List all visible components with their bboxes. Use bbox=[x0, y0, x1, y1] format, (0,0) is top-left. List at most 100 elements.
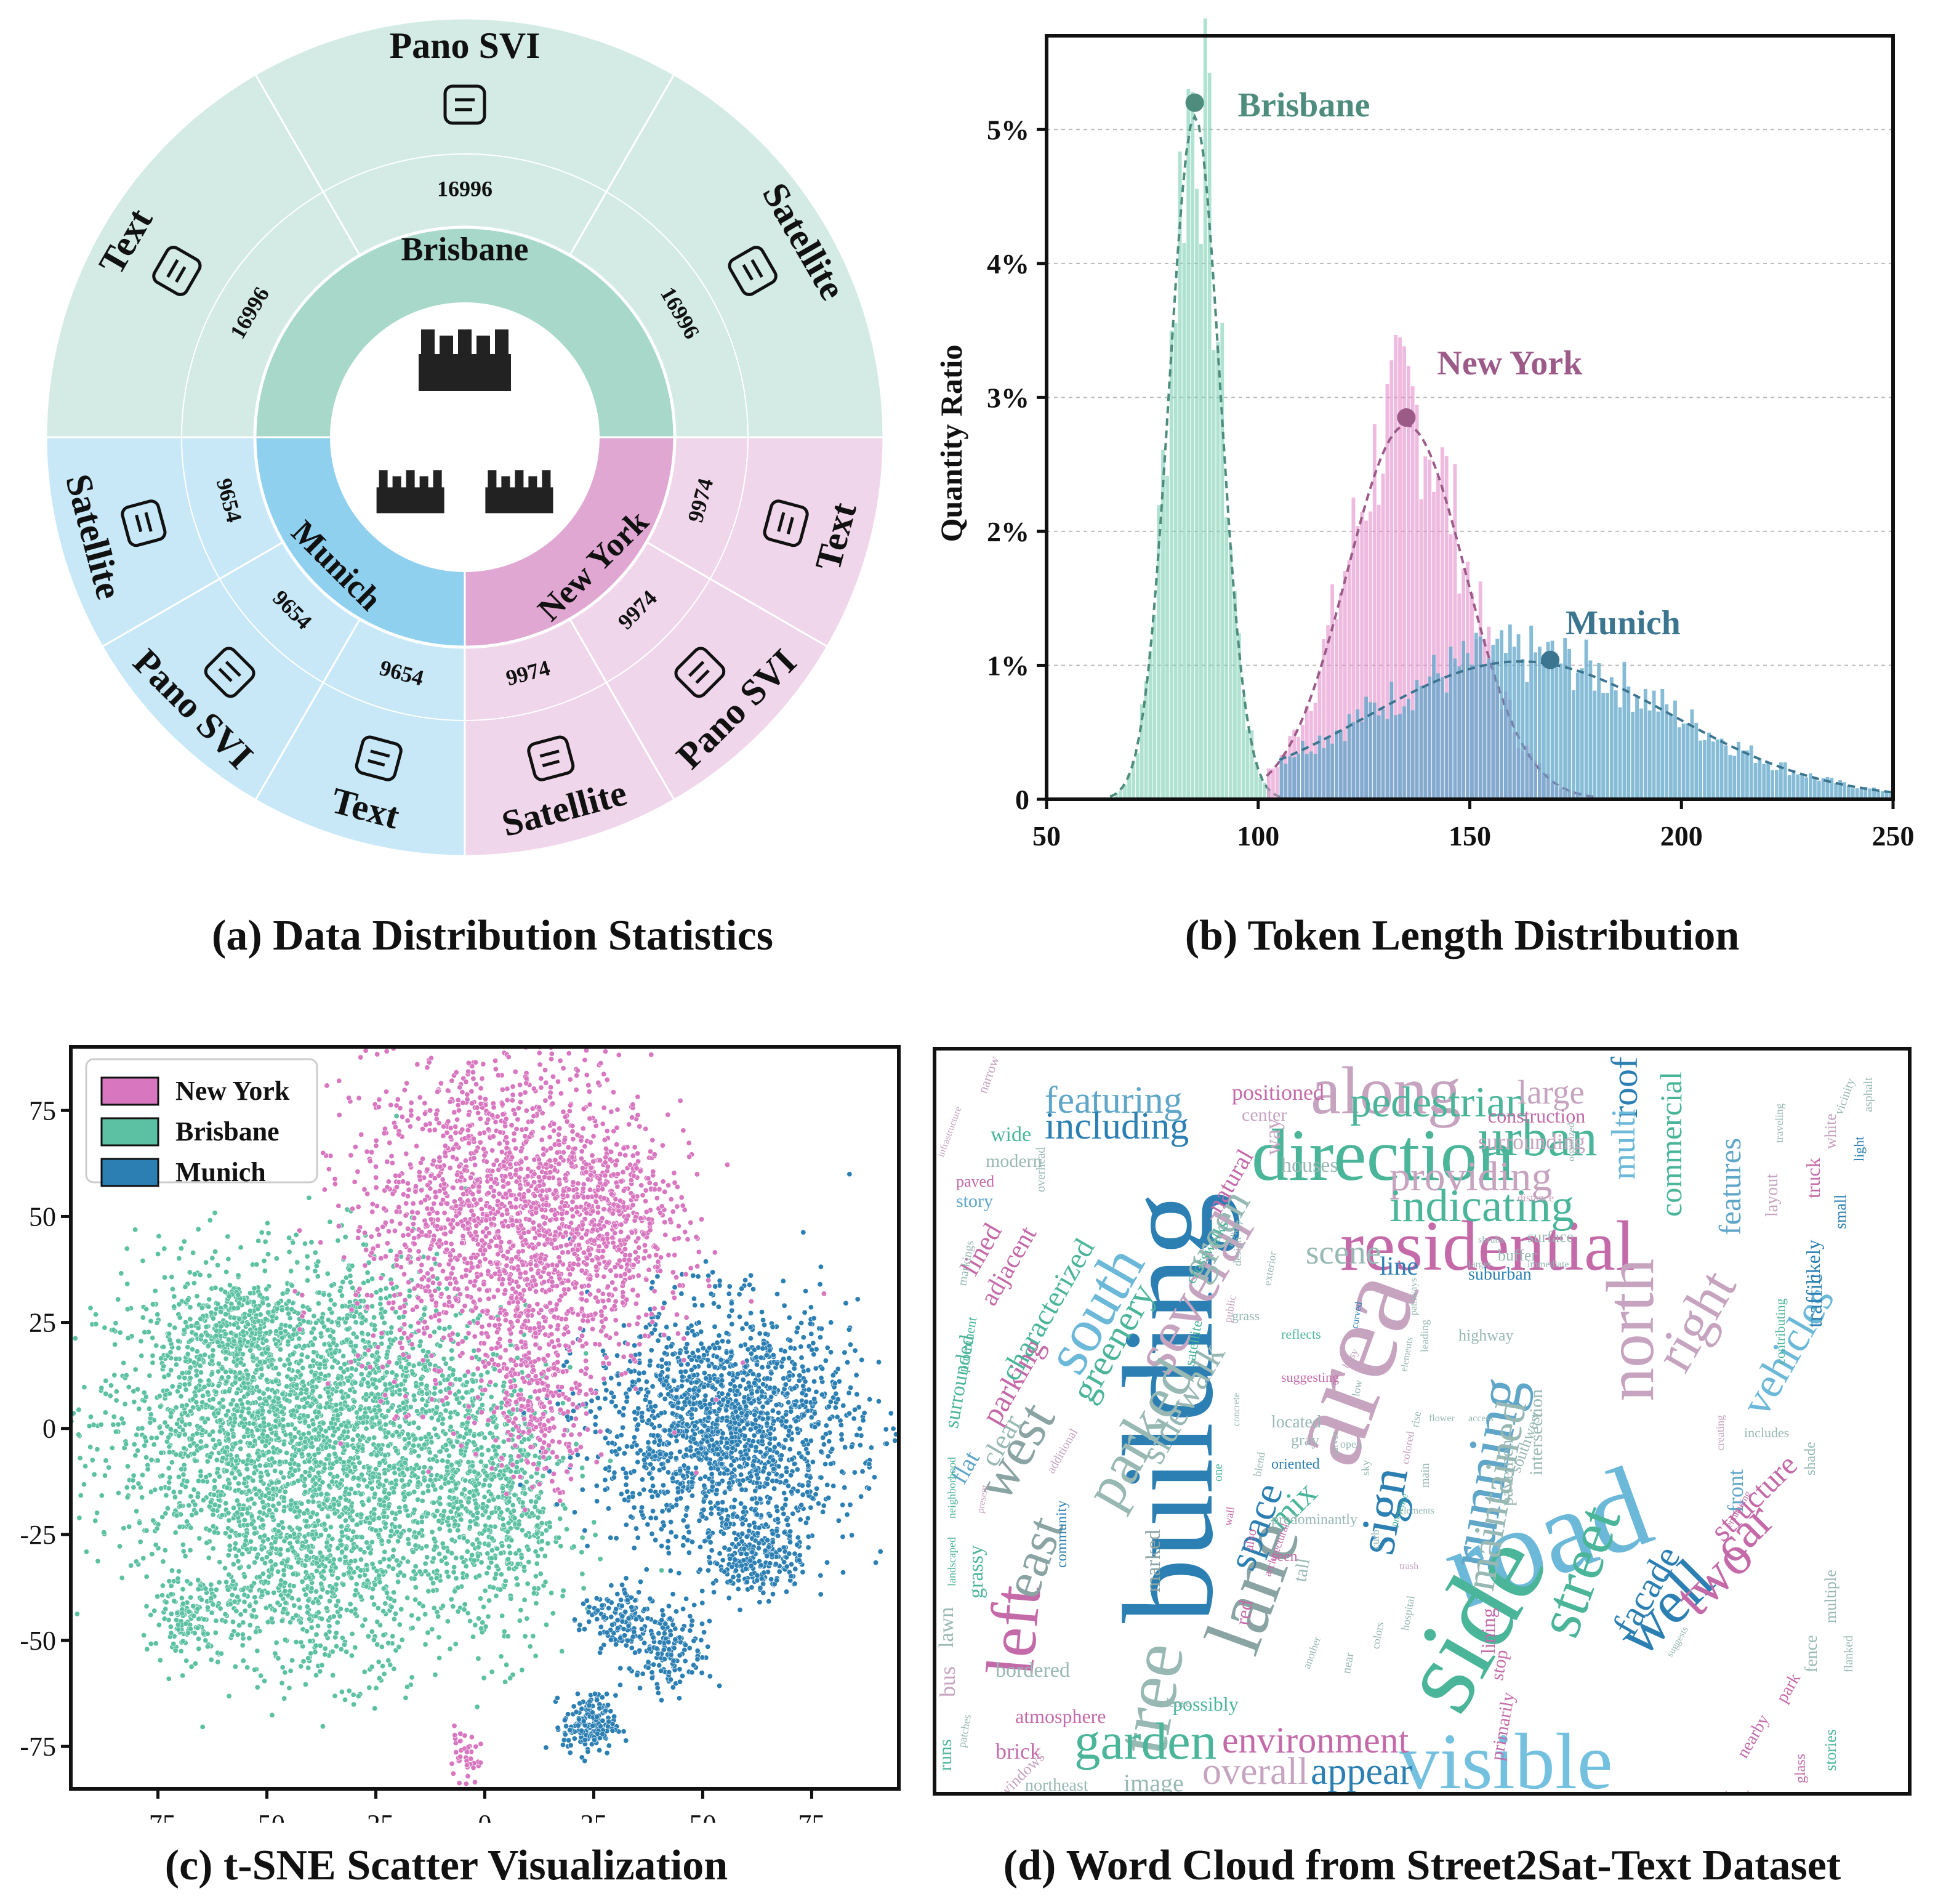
scatter-point bbox=[458, 1517, 464, 1523]
scatter-point bbox=[567, 1364, 573, 1370]
scatter-point bbox=[345, 1535, 352, 1541]
scatter-point bbox=[210, 1601, 216, 1607]
scatter-point bbox=[210, 1437, 216, 1443]
scatter-point bbox=[254, 1648, 260, 1654]
scatter-point bbox=[556, 1535, 562, 1541]
scatter-point bbox=[212, 1285, 219, 1291]
scatter-point bbox=[296, 1447, 302, 1453]
hist-bar bbox=[1741, 750, 1745, 799]
scatter-point bbox=[443, 1408, 449, 1414]
scatter-point bbox=[284, 1450, 290, 1456]
scatter-point bbox=[381, 1671, 387, 1677]
scatter-point bbox=[327, 1219, 333, 1225]
scatter-point bbox=[26, 1400, 31, 1405]
scatter-point bbox=[475, 1544, 481, 1551]
scatter-point bbox=[167, 1337, 173, 1343]
scatter-point bbox=[371, 1517, 377, 1523]
scatter-point bbox=[305, 1655, 312, 1661]
scatter-point bbox=[438, 1389, 444, 1395]
scatter-point bbox=[208, 1595, 214, 1602]
scatter-point bbox=[374, 1619, 380, 1625]
hist-bar bbox=[1436, 476, 1440, 799]
scatter-point bbox=[352, 1592, 358, 1598]
scatter-point bbox=[106, 1464, 112, 1470]
scatter-point bbox=[260, 1419, 267, 1426]
scatter-point bbox=[389, 1510, 395, 1516]
scatter-point bbox=[531, 1590, 537, 1596]
hist-bar bbox=[1250, 730, 1254, 799]
scatter-point bbox=[229, 1632, 235, 1639]
scatter-point bbox=[228, 1368, 234, 1374]
scatter-point bbox=[396, 1423, 403, 1429]
hist-bar bbox=[1284, 764, 1288, 799]
scatter-point bbox=[382, 1600, 388, 1607]
scatter-point bbox=[522, 1633, 528, 1639]
scatter-point bbox=[188, 1323, 195, 1329]
scatter-point bbox=[337, 1480, 344, 1486]
scatter-point bbox=[179, 1595, 185, 1601]
scatter-point bbox=[534, 1522, 541, 1528]
hist-bar bbox=[1830, 778, 1834, 799]
scatter-point bbox=[333, 1644, 339, 1650]
scatter-point bbox=[347, 1387, 353, 1393]
scatter-point bbox=[291, 1331, 297, 1337]
scatter-point bbox=[501, 1438, 507, 1445]
scatter-point bbox=[360, 1337, 366, 1344]
scatter-point bbox=[206, 1273, 212, 1279]
scatter-point bbox=[251, 1501, 257, 1507]
scatter-point bbox=[263, 1337, 270, 1344]
scatter-point bbox=[158, 1355, 164, 1361]
scatter-point bbox=[282, 1669, 288, 1676]
scatter-point bbox=[337, 1557, 343, 1563]
scatter-point bbox=[450, 1603, 456, 1610]
hist-bar bbox=[1415, 405, 1419, 799]
scatter-point bbox=[430, 1482, 436, 1488]
scatter-point bbox=[94, 1446, 100, 1453]
scatter-point bbox=[464, 1573, 470, 1579]
scatter-point bbox=[470, 1371, 476, 1378]
scatter-point bbox=[233, 1352, 239, 1358]
scatter-point bbox=[360, 1434, 366, 1440]
caption-b: (b) Token Length Distribution bbox=[1184, 912, 1740, 959]
scatter-point bbox=[138, 1338, 144, 1344]
scatter-point bbox=[258, 1366, 264, 1372]
scatter-point bbox=[323, 1631, 329, 1637]
hist-bar bbox=[1639, 708, 1643, 799]
scatter-point bbox=[554, 1461, 560, 1467]
scatter-point bbox=[259, 1438, 265, 1445]
scatter-point bbox=[192, 1458, 198, 1464]
scatter-point bbox=[236, 1316, 243, 1322]
scatter-point bbox=[182, 1284, 188, 1290]
scatter-point bbox=[508, 1595, 514, 1602]
scatter-point bbox=[211, 1477, 217, 1483]
scatter-point bbox=[467, 1524, 473, 1530]
scatter-point bbox=[269, 1544, 275, 1551]
scatter-point bbox=[225, 1436, 231, 1442]
scatter-point bbox=[286, 1685, 292, 1691]
scatter-point bbox=[139, 1425, 145, 1431]
hist-bar bbox=[1207, 73, 1212, 800]
scatter-point bbox=[226, 1517, 232, 1523]
scatter-point bbox=[225, 1233, 231, 1240]
scatter-point bbox=[277, 1357, 283, 1363]
scatter-point bbox=[176, 1384, 182, 1390]
scatter-point bbox=[434, 1508, 440, 1514]
scatter-point bbox=[214, 1457, 220, 1463]
scatter-point bbox=[153, 1640, 159, 1647]
scatter-point bbox=[528, 1498, 534, 1504]
scatter-point bbox=[281, 1495, 287, 1501]
scatter-point bbox=[287, 1668, 294, 1674]
scatter-point bbox=[219, 1374, 225, 1381]
scatter-point bbox=[448, 1410, 454, 1416]
scatter-point bbox=[103, 1378, 109, 1384]
scatter-point bbox=[272, 1468, 278, 1474]
scatter-point bbox=[238, 1438, 244, 1445]
scatter-point bbox=[223, 1412, 230, 1418]
scatter-point bbox=[374, 1357, 380, 1363]
scatter-point bbox=[226, 1571, 232, 1578]
scatter-point bbox=[263, 1377, 270, 1383]
scatter-point bbox=[172, 1530, 179, 1536]
scatter-point bbox=[194, 1293, 200, 1299]
scatter-point bbox=[494, 1563, 500, 1570]
scatter-point bbox=[579, 1465, 585, 1471]
